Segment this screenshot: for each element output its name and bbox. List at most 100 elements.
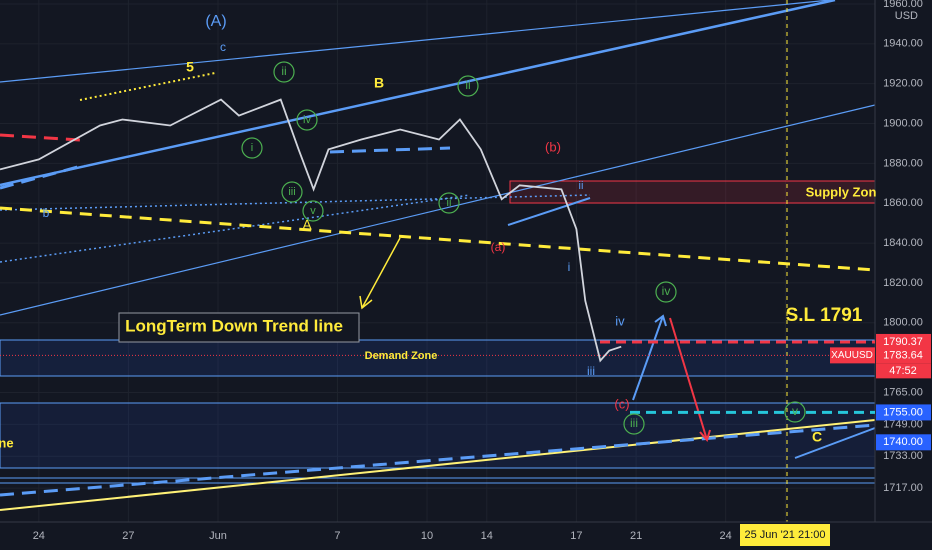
annotation: iv: [303, 114, 311, 126]
price-tag: [876, 434, 931, 451]
x-tick-label: 14: [481, 530, 493, 542]
dotted-line: [0, 194, 471, 263]
annotation: iv: [615, 313, 625, 328]
dashed-line: [0, 133, 81, 142]
y-tick-label: 1717.00: [883, 482, 923, 494]
wave-circle: [241, 137, 263, 159]
countdown-label: 47:52: [889, 365, 917, 377]
annotation: B: [374, 75, 384, 91]
annotation: ne: [0, 435, 14, 450]
annotation: S.L 1791: [786, 305, 863, 326]
annotation: v: [792, 404, 798, 418]
price-line: [0, 98, 622, 363]
wave-circle: [655, 281, 677, 303]
x-tick-label: Jun: [209, 530, 227, 542]
x-tick-label: 24: [33, 530, 45, 542]
y-tick-label: 1880.00: [883, 157, 923, 169]
dashed-line: [329, 146, 451, 154]
x-tick-label: 27: [122, 530, 134, 542]
annotation: i: [251, 142, 253, 154]
currency: USD: [895, 10, 918, 22]
countdown-tag: [876, 363, 931, 379]
price-tag-label: 1790.37: [883, 336, 923, 348]
annotation: ii: [281, 64, 286, 78]
y-tick-label: 1749.00: [883, 418, 923, 430]
y-tick-label: 1940.00: [883, 38, 923, 50]
wave-circle: [273, 61, 295, 83]
dotted-line: [0, 194, 591, 211]
x-tick-label: 24: [720, 530, 732, 542]
annotation: C: [812, 429, 822, 445]
trend-line: [0, 419, 876, 511]
y-tick-label: 1920.00: [883, 78, 923, 90]
arrow-head: [654, 314, 667, 327]
annotation: iii: [587, 364, 595, 378]
price-axis: [875, 0, 932, 550]
down-trend-line: [0, 206, 876, 272]
channel-line: [0, 104, 876, 316]
annotation: iii: [288, 186, 295, 198]
arrow: [669, 317, 708, 441]
annotation: ii: [465, 78, 470, 92]
wave-circle: [623, 413, 645, 435]
annotation: (b): [545, 139, 561, 154]
annotation: c: [220, 40, 226, 54]
annotation: (c): [614, 396, 629, 411]
annotation: i: [568, 260, 571, 274]
arrow: [361, 237, 401, 309]
y-tick-label: 1840.00: [883, 237, 923, 249]
y-tick-label: 1860.00: [883, 197, 923, 209]
annotation: (a): [491, 240, 506, 254]
wave-circle: [281, 181, 303, 203]
wave-circle: [457, 75, 479, 97]
annotation: Demand Zone: [365, 350, 438, 362]
y-tick-label: 1820.00: [883, 277, 923, 289]
price-tag: [876, 404, 931, 421]
c-line: [794, 427, 876, 459]
y-tick-label: 1800.00: [883, 317, 923, 329]
wave-circle: [438, 192, 460, 214]
annotation: 5: [186, 59, 194, 75]
annotation: ii: [579, 180, 584, 192]
y-tick-label: 1900.00: [883, 117, 923, 129]
annotation: LongTerm Down Trend line: [125, 316, 343, 335]
arrow: [632, 315, 664, 401]
annotation: Supply Zon: [806, 184, 877, 199]
symbol-label: XAUUSD: [831, 350, 873, 361]
arrow-head: [699, 429, 711, 443]
dashed-line: [0, 163, 86, 190]
crosshair-tag: [740, 524, 830, 546]
demand-zone: [0, 339, 876, 377]
annotation: (A): [205, 13, 226, 30]
symbol-tag: [830, 347, 875, 364]
price-tag-label: 1740.00: [883, 436, 923, 448]
x-tick-label: 21: [630, 530, 642, 542]
price-tag-label: 1755.00: [883, 406, 923, 418]
annotation: iv: [662, 284, 671, 298]
annotation: v: [310, 205, 316, 217]
x-tick-label: 17: [570, 530, 582, 542]
wave-circle: [302, 200, 324, 222]
x-tick-label: 7: [334, 530, 340, 542]
label-box: [118, 312, 360, 343]
price-tag-label: 1783.64: [883, 349, 923, 361]
channel-line: [0, 0, 836, 187]
channel-line: [0, 0, 831, 83]
y-tick-label: 1960.00: [883, 0, 923, 10]
y-tick-label: 1733.00: [883, 450, 923, 462]
wedge-line: [507, 197, 591, 226]
price-tag: [876, 347, 931, 364]
annotation: ii: [447, 197, 452, 209]
wave-circle: [784, 401, 806, 423]
annotation: iii: [630, 416, 638, 430]
trend-line: [0, 423, 876, 497]
y-tick-label: 1765.00: [883, 386, 923, 398]
x-tick-label: 10: [421, 530, 433, 542]
crosshair-label: 25 Jun '21 21:00: [744, 529, 825, 541]
wave-circle: [296, 109, 318, 131]
arrow-head: [359, 295, 373, 310]
annotation: b: [43, 206, 50, 220]
price-tag: [876, 333, 931, 350]
annotation: A: [302, 217, 312, 233]
